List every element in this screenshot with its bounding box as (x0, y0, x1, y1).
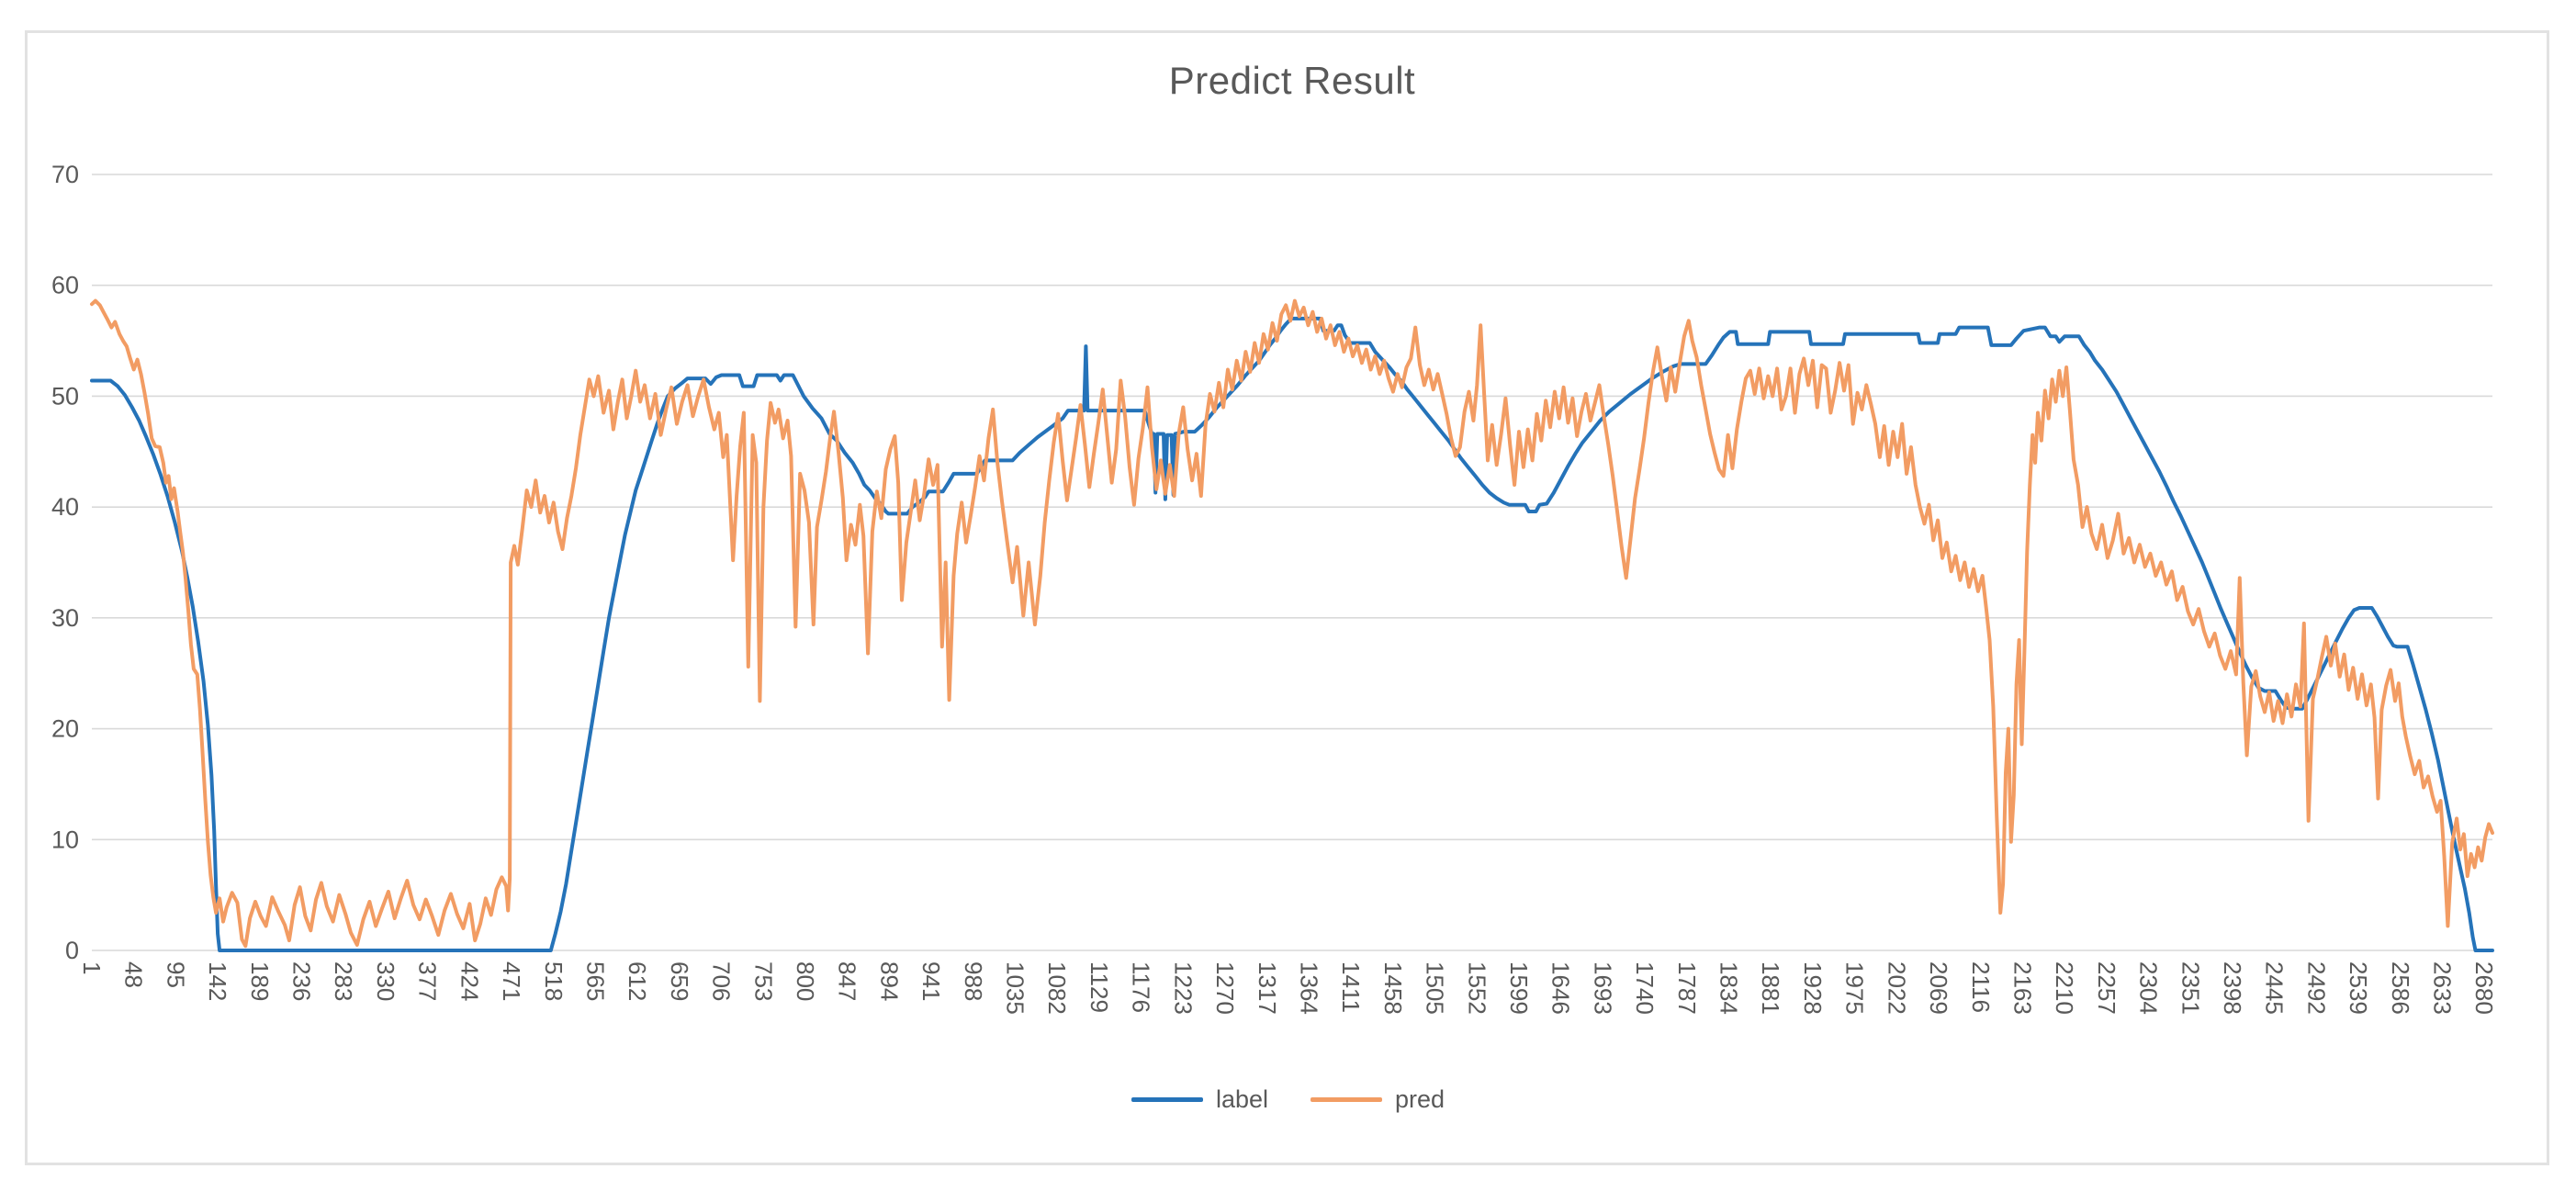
x-tick-label-236: 236 (288, 961, 316, 1001)
x-tick-label-2116: 2116 (1967, 961, 1995, 1013)
x-tick-label-800: 800 (792, 961, 819, 1001)
x-tick-label-1552: 1552 (1463, 961, 1490, 1015)
x-tick-label-48: 48 (120, 961, 148, 988)
x-tick-label-2257: 2257 (2093, 961, 2120, 1015)
x-tick-label-1881: 1881 (1757, 961, 1784, 1015)
x-tick-label-1834: 1834 (1715, 961, 1743, 1015)
x-tick-label-2351: 2351 (2177, 961, 2204, 1015)
legend-swatch-pred-line (1310, 1097, 1382, 1102)
x-tick-label-2210: 2210 (2051, 961, 2078, 1015)
x-tick-label-377: 377 (414, 961, 442, 1001)
y-tick-label-20: 20 (51, 715, 79, 743)
x-tick-label-330: 330 (372, 961, 399, 1001)
x-tick-label-1646: 1646 (1547, 961, 1575, 1015)
x-tick-label-1411: 1411 (1337, 961, 1365, 1013)
x-tick-label-1364: 1364 (1295, 961, 1322, 1015)
x-tick-label-95: 95 (162, 961, 189, 988)
x-tick-label-1317: 1317 (1254, 961, 1281, 1015)
x-tick-label-2492: 2492 (2302, 961, 2330, 1015)
x-tick-label-1693: 1693 (1589, 961, 1616, 1015)
legend-label-text: label (1215, 1085, 1268, 1113)
legend-pred-text: pred (1395, 1085, 1445, 1113)
x-tick-label-424: 424 (456, 961, 483, 1001)
x-tick-label-2539: 2539 (2345, 961, 2372, 1015)
x-tick-label-1176: 1176 (1128, 961, 1155, 1013)
x-tick-label-612: 612 (624, 961, 651, 1001)
x-tick-label-2163: 2163 (2008, 961, 2036, 1015)
x-tick-label-1270: 1270 (1211, 961, 1239, 1015)
y-tick-label-50: 50 (51, 382, 79, 410)
chart-frame[interactable] (25, 30, 2549, 1165)
x-tick-label-1129: 1129 (1086, 961, 1113, 1013)
x-tick-label-2304: 2304 (2135, 961, 2163, 1015)
series-line-pred[interactable] (90, 298, 2494, 949)
x-tick-label-283: 283 (330, 961, 357, 1001)
x-tick-label-1740: 1740 (1631, 961, 1659, 1015)
x-tick-label-847: 847 (834, 961, 861, 1001)
x-tick-label-2445: 2445 (2261, 961, 2289, 1015)
x-tick-label-189: 189 (246, 961, 274, 1001)
y-tick-label-60: 60 (51, 272, 79, 299)
series-line-label[interactable] (90, 316, 2494, 952)
y-tick-label-10: 10 (51, 826, 79, 853)
y-tick-label-0: 0 (65, 937, 79, 964)
x-tick-label-1458: 1458 (1379, 961, 1407, 1015)
legend-item-pred[interactable]: pred (1310, 1085, 1445, 1114)
y-tick-label-30: 30 (51, 604, 79, 632)
x-tick-label-2633: 2633 (2429, 961, 2457, 1015)
y-tick-label-70: 70 (51, 161, 79, 188)
x-tick-label-2680: 2680 (2470, 961, 2498, 1015)
x-tick-label-659: 659 (666, 961, 693, 1001)
x-tick-label-1035: 1035 (1002, 961, 1029, 1015)
x-tick-label-1975: 1975 (1841, 961, 1869, 1015)
chart-title: Predict Result (1168, 59, 1416, 102)
x-tick-label-706: 706 (708, 961, 736, 1001)
x-tick-label-1505: 1505 (1422, 961, 1449, 1015)
x-tick-label-753: 753 (749, 961, 777, 1001)
x-tick-label-1: 1 (78, 961, 106, 974)
x-tick-label-1082: 1082 (1043, 961, 1071, 1015)
x-tick-label-518: 518 (540, 961, 568, 1001)
x-tick-label-1223: 1223 (1169, 961, 1197, 1015)
legend-item-label[interactable]: label (1131, 1085, 1268, 1114)
x-tick-label-988: 988 (960, 961, 987, 1001)
x-tick-label-142: 142 (204, 961, 231, 1001)
y-tick-label-40: 40 (51, 493, 79, 521)
x-tick-label-1787: 1787 (1673, 961, 1701, 1015)
x-tick-label-1928: 1928 (1799, 961, 1827, 1015)
legend-swatch-label-line (1131, 1097, 1203, 1102)
x-tick-label-565: 565 (581, 961, 609, 1001)
x-tick-label-941: 941 (917, 961, 945, 1001)
x-tick-label-2398: 2398 (2219, 961, 2246, 1015)
x-tick-label-471: 471 (498, 961, 525, 1001)
x-tick-label-2586: 2586 (2387, 961, 2414, 1015)
x-tick-label-1599: 1599 (1505, 961, 1533, 1015)
legend: label pred (0, 1085, 2576, 1114)
x-tick-label-2069: 2069 (1925, 961, 1952, 1015)
x-tick-label-2022: 2022 (1883, 961, 1910, 1015)
x-tick-label-894: 894 (875, 961, 903, 1001)
